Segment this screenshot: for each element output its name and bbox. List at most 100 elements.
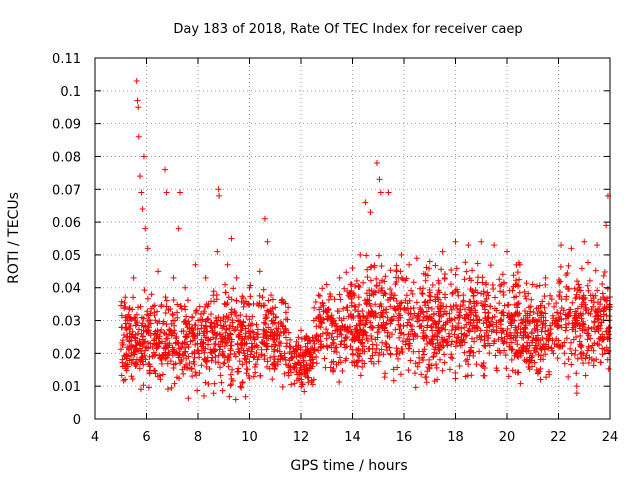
- roti-point: [322, 329, 329, 336]
- roti-point: [374, 334, 381, 341]
- roti-point: [387, 294, 394, 301]
- roti-point: [200, 339, 207, 346]
- roti-point: [147, 310, 154, 317]
- roti-point: [448, 327, 455, 334]
- roti-point: [282, 309, 289, 316]
- roti-point: [480, 290, 487, 297]
- roti-point: [415, 348, 422, 355]
- roti-point: [580, 292, 587, 299]
- roti-point: [516, 276, 523, 283]
- chart-title: Day 183 of 2018, Rate Of TEC Index for r…: [173, 22, 522, 37]
- roti-point: [277, 319, 284, 326]
- roti-point: [413, 255, 420, 262]
- roti-point: [387, 351, 394, 358]
- roti-point: [413, 299, 420, 306]
- roti-point: [165, 342, 172, 349]
- roti-point: [276, 348, 283, 355]
- roti-point: [402, 277, 409, 284]
- roti-point: [154, 308, 161, 315]
- roti-point: [272, 342, 279, 349]
- roti-point: [499, 271, 506, 278]
- roti-point: [168, 332, 175, 339]
- roti-point: [531, 325, 538, 332]
- y-tick-label: 0.11: [52, 52, 81, 67]
- roti-point: [596, 341, 603, 348]
- roti-point: [584, 259, 591, 266]
- roti-point: [370, 288, 377, 295]
- roti-point: [378, 346, 385, 353]
- roti-point: [583, 352, 590, 359]
- roti-point: [368, 336, 375, 343]
- roti-point: [388, 290, 395, 297]
- roti-point: [212, 353, 219, 360]
- roti-point: [155, 268, 162, 275]
- roti-point: [387, 320, 394, 327]
- x-tick-label: 16: [396, 430, 413, 445]
- roti-point: [573, 390, 580, 397]
- roti-point: [442, 326, 449, 333]
- roti-point: [525, 290, 532, 297]
- roti-point: [169, 311, 176, 318]
- roti-point: [243, 313, 250, 320]
- roti-point: [554, 309, 561, 316]
- roti-point: [594, 242, 601, 249]
- roti-point: [421, 299, 428, 306]
- roti-point: [381, 290, 388, 297]
- roti-point: [478, 238, 485, 245]
- roti-point: [307, 351, 314, 358]
- roti-point: [214, 248, 221, 255]
- roti-point: [260, 286, 267, 293]
- x-axis-label: GPS time / hours: [290, 458, 407, 474]
- roti-point: [246, 284, 253, 291]
- roti-point: [500, 292, 507, 299]
- roti-point: [493, 329, 500, 336]
- roti-point: [282, 316, 289, 323]
- roti-point: [407, 357, 414, 364]
- roti-point: [562, 311, 569, 318]
- roti-point: [393, 279, 400, 285]
- roti-point: [502, 352, 509, 359]
- roti-point: [325, 296, 332, 303]
- roti-point: [500, 288, 507, 295]
- roti-point: [530, 334, 537, 341]
- roti-point: [467, 316, 474, 323]
- roti-point: [228, 381, 235, 388]
- roti-point: [392, 326, 399, 333]
- roti-point: [423, 373, 430, 380]
- roti-point: [353, 328, 360, 335]
- roti-point: [509, 367, 516, 374]
- roti-point: [152, 351, 159, 358]
- roti-point: [202, 355, 209, 362]
- roti-point: [587, 310, 594, 317]
- roti-point: [202, 303, 209, 310]
- roti-point: [269, 376, 276, 383]
- roti-point: [118, 302, 125, 309]
- roti-point: [260, 330, 267, 337]
- roti-point: [205, 337, 212, 344]
- roti-point: [450, 289, 457, 296]
- roti-point: [197, 311, 204, 318]
- roti-point: [371, 262, 378, 269]
- roti-point: [401, 306, 408, 313]
- roti-point: [409, 290, 416, 297]
- roti-point: [467, 348, 474, 355]
- roti-point: [422, 277, 429, 284]
- roti-point: [574, 305, 581, 312]
- roti-point: [477, 336, 484, 343]
- roti-point: [533, 305, 540, 312]
- roti-point: [439, 248, 446, 255]
- roti-point: [122, 314, 129, 321]
- roti-point: [435, 324, 442, 331]
- roti-point: [583, 307, 590, 314]
- roti-point: [427, 297, 434, 304]
- roti-point: [585, 324, 592, 331]
- roti-point: [438, 302, 445, 309]
- roti-point: [126, 337, 133, 344]
- roti-point: [567, 345, 574, 352]
- roti-point: [122, 294, 129, 301]
- roti-point: [416, 359, 423, 366]
- roti-point: [465, 361, 472, 368]
- roti-point: [145, 384, 152, 391]
- roti-point: [562, 321, 569, 328]
- roti-point: [366, 300, 373, 307]
